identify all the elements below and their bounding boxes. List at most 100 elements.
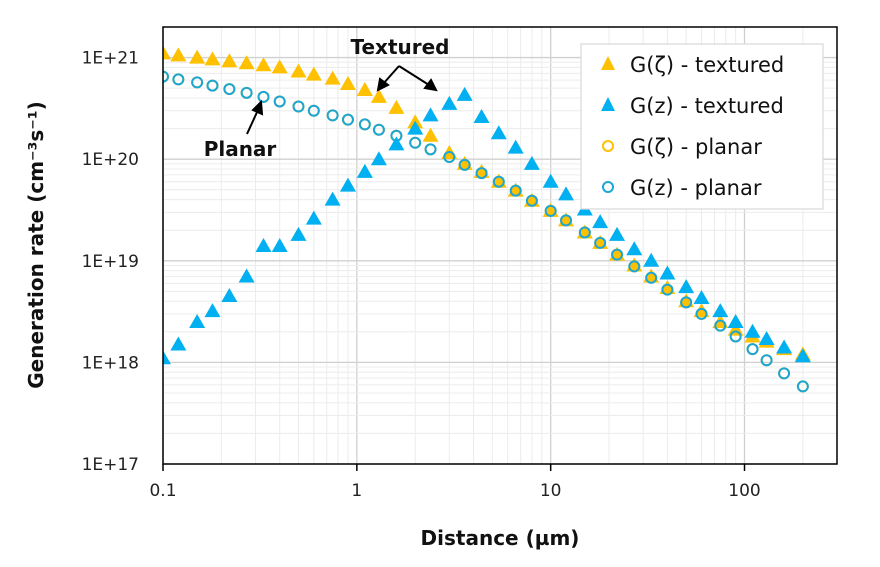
data-point-triangle — [727, 313, 744, 328]
legend-item-g-zeta-textured: G(ζ) - textured — [601, 53, 784, 77]
data-point-circle — [729, 330, 742, 343]
data-point-circle — [458, 158, 471, 171]
data-point-circle — [326, 109, 339, 122]
data-point-circle — [509, 184, 522, 197]
data-point-triangle — [659, 279, 676, 294]
data-point-triangle — [339, 177, 356, 192]
data-point-circle — [443, 151, 456, 164]
legend-label: G(z) - planar — [630, 176, 762, 200]
series-g-z-planar — [163, 70, 809, 393]
data-point-triangle — [643, 252, 660, 267]
data-point-triangle — [271, 59, 288, 74]
y-tick-label: 1E+17 — [82, 455, 139, 475]
data-point-circle — [746, 343, 759, 356]
data-point-circle — [492, 175, 505, 188]
annotation-textured-arrows — [376, 65, 438, 92]
data-point-circle — [475, 167, 488, 180]
data-point-triangle — [422, 107, 439, 122]
data-point-triangle — [744, 323, 761, 338]
legend-label: G(z) - textured — [630, 94, 784, 118]
data-point-triangle — [776, 339, 793, 354]
data-point-triangle — [271, 237, 288, 252]
data-point-triangle — [204, 51, 221, 66]
data-point-triangle — [238, 268, 255, 283]
data-point-triangle — [189, 313, 206, 328]
data-point-circle — [223, 83, 236, 96]
data-point-circle — [628, 260, 641, 273]
legend-label: G(ζ) - planar — [630, 135, 762, 159]
data-point-circle — [560, 214, 573, 227]
x-axis-ticks: 0.1 1 10 100 — [149, 464, 761, 501]
annotation-planar-arrow — [246, 99, 264, 135]
data-point-triangle — [507, 139, 524, 154]
data-point-circle — [661, 283, 674, 296]
data-point-circle — [163, 70, 169, 83]
x-tick-label: 0.1 — [149, 481, 176, 501]
data-point-triangle — [305, 66, 322, 81]
data-point-circle — [594, 236, 607, 249]
data-point-triangle — [678, 279, 695, 294]
x-axis-label: Distance (µm) — [421, 526, 580, 550]
data-point-triangle — [370, 151, 387, 166]
y-tick-label: 1E+18 — [82, 353, 139, 373]
data-point-triangle — [170, 336, 187, 351]
data-point-triangle — [388, 99, 405, 114]
data-point-circle — [292, 100, 305, 113]
data-point-triangle — [712, 303, 729, 318]
data-point-triangle — [204, 303, 221, 318]
data-point-circle — [796, 380, 809, 393]
annotation-textured: Textured — [351, 35, 450, 59]
legend-item-g-zeta-planar: G(ζ) - planar — [602, 135, 762, 159]
data-point-circle — [257, 90, 270, 103]
data-point-circle — [578, 226, 591, 239]
data-point-circle — [358, 118, 371, 131]
data-point-triangle — [290, 63, 307, 78]
data-point-triangle — [170, 47, 187, 62]
data-point-circle — [680, 296, 693, 309]
data-point-circle — [273, 95, 286, 108]
legend-item-g-z-textured: G(z) - textured — [601, 94, 784, 118]
data-point-triangle — [255, 237, 272, 252]
data-point-triangle — [324, 191, 341, 206]
data-point-triangle — [290, 226, 307, 241]
data-point-triangle — [659, 265, 676, 280]
y-axis-ticks: 1E+17 1E+18 1E+19 1E+20 1E+21 — [82, 49, 139, 475]
data-point-circle — [611, 248, 624, 261]
series-marks — [163, 45, 811, 393]
data-point-circle — [206, 79, 219, 92]
orange-circle-icon — [602, 140, 614, 152]
data-point-circle — [695, 307, 708, 320]
data-point-triangle — [490, 125, 507, 140]
data-point-triangle — [794, 348, 811, 363]
data-point-triangle — [221, 53, 238, 68]
legend-label: G(ζ) - textured — [630, 53, 784, 77]
data-point-circle — [409, 136, 422, 149]
data-point-triangle — [388, 136, 405, 151]
annotation-planar: Planar — [204, 137, 277, 161]
y-tick-label: 1E+19 — [82, 252, 139, 272]
legend: G(ζ) - textured G(z) - textured G(ζ) - p… — [580, 43, 824, 210]
orange-triangle-icon — [601, 56, 615, 70]
data-point-circle — [778, 367, 791, 380]
data-point-triangle — [305, 210, 322, 225]
data-point-circle — [645, 271, 658, 284]
blue-circle-icon — [602, 181, 614, 193]
blue-triangle-icon — [601, 97, 615, 111]
data-point-triangle — [592, 214, 609, 229]
data-point-triangle — [626, 241, 643, 256]
x-tick-label: 10 — [540, 481, 562, 501]
data-point-circle — [191, 76, 204, 89]
data-point-triangle — [523, 155, 540, 170]
x-tick-label: 1 — [351, 481, 362, 501]
data-point-triangle — [422, 127, 439, 142]
data-point-circle — [172, 73, 185, 86]
legend-item-g-z-planar: G(z) - planar — [602, 176, 762, 200]
data-point-triangle — [542, 173, 559, 188]
data-point-circle — [307, 104, 320, 117]
data-point-triangle — [255, 57, 272, 72]
series-g-z-textured — [163, 86, 811, 365]
data-point-circle — [341, 113, 354, 126]
data-point-circle — [714, 319, 727, 332]
data-point-triangle — [407, 120, 424, 135]
data-point-triangle — [558, 186, 575, 201]
